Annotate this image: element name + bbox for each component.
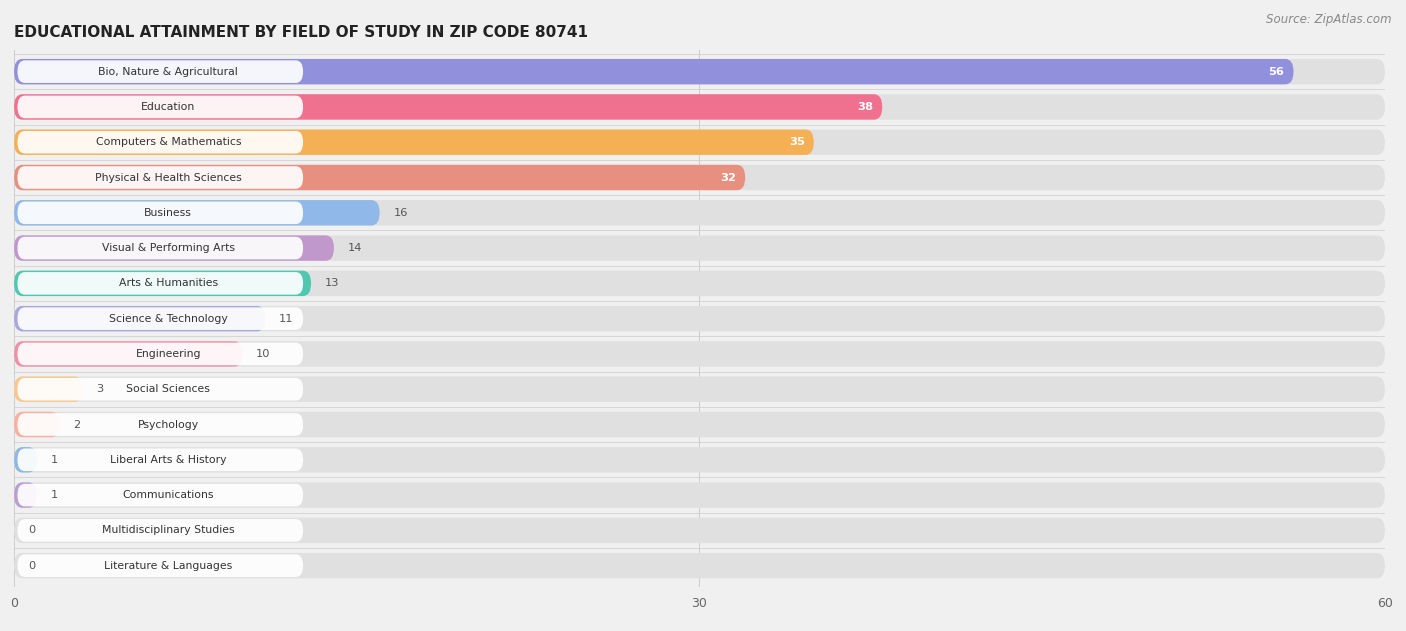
FancyBboxPatch shape — [14, 482, 37, 508]
Text: 11: 11 — [280, 314, 294, 324]
Text: 35: 35 — [789, 137, 804, 147]
Text: 13: 13 — [325, 278, 339, 288]
Text: Source: ZipAtlas.com: Source: ZipAtlas.com — [1267, 13, 1392, 26]
FancyBboxPatch shape — [17, 378, 304, 401]
FancyBboxPatch shape — [17, 484, 304, 506]
Text: Computers & Mathematics: Computers & Mathematics — [96, 137, 240, 147]
FancyBboxPatch shape — [14, 377, 1385, 402]
Text: 2: 2 — [73, 420, 80, 430]
FancyBboxPatch shape — [14, 341, 243, 367]
FancyBboxPatch shape — [14, 412, 60, 437]
Text: 1: 1 — [51, 455, 58, 465]
FancyBboxPatch shape — [17, 131, 304, 153]
FancyBboxPatch shape — [17, 166, 304, 189]
Text: Business: Business — [145, 208, 193, 218]
Text: Education: Education — [141, 102, 195, 112]
Text: 0: 0 — [28, 526, 35, 535]
FancyBboxPatch shape — [14, 306, 266, 331]
FancyBboxPatch shape — [17, 307, 304, 330]
Text: Arts & Humanities: Arts & Humanities — [118, 278, 218, 288]
FancyBboxPatch shape — [14, 59, 1385, 85]
FancyBboxPatch shape — [17, 343, 304, 365]
Text: 32: 32 — [720, 172, 737, 182]
Text: Science & Technology: Science & Technology — [108, 314, 228, 324]
FancyBboxPatch shape — [14, 553, 1385, 579]
Text: 10: 10 — [256, 349, 271, 359]
Text: 1: 1 — [51, 490, 58, 500]
Text: Physical & Health Sciences: Physical & Health Sciences — [96, 172, 242, 182]
FancyBboxPatch shape — [17, 237, 304, 259]
FancyBboxPatch shape — [17, 519, 304, 541]
Text: Engineering: Engineering — [135, 349, 201, 359]
Text: 56: 56 — [1268, 67, 1285, 76]
FancyBboxPatch shape — [17, 555, 304, 577]
FancyBboxPatch shape — [17, 449, 304, 471]
FancyBboxPatch shape — [14, 377, 83, 402]
Text: Social Sciences: Social Sciences — [127, 384, 211, 394]
Text: Literature & Languages: Literature & Languages — [104, 561, 232, 570]
Text: 16: 16 — [394, 208, 408, 218]
FancyBboxPatch shape — [14, 200, 380, 225]
Text: Visual & Performing Arts: Visual & Performing Arts — [101, 243, 235, 253]
Text: 38: 38 — [858, 102, 873, 112]
Text: EDUCATIONAL ATTAINMENT BY FIELD OF STUDY IN ZIP CODE 80741: EDUCATIONAL ATTAINMENT BY FIELD OF STUDY… — [14, 25, 588, 40]
FancyBboxPatch shape — [14, 94, 883, 120]
FancyBboxPatch shape — [14, 306, 1385, 331]
FancyBboxPatch shape — [14, 200, 1385, 225]
Text: Communications: Communications — [122, 490, 214, 500]
FancyBboxPatch shape — [14, 94, 1385, 120]
FancyBboxPatch shape — [17, 272, 304, 295]
FancyBboxPatch shape — [14, 129, 1385, 155]
FancyBboxPatch shape — [14, 235, 335, 261]
FancyBboxPatch shape — [14, 482, 1385, 508]
FancyBboxPatch shape — [14, 412, 1385, 437]
FancyBboxPatch shape — [17, 201, 304, 224]
Text: 14: 14 — [347, 243, 361, 253]
FancyBboxPatch shape — [14, 129, 814, 155]
Text: Liberal Arts & History: Liberal Arts & History — [110, 455, 226, 465]
FancyBboxPatch shape — [14, 517, 1385, 543]
Text: Bio, Nature & Agricultural: Bio, Nature & Agricultural — [98, 67, 238, 76]
Text: Multidisciplinary Studies: Multidisciplinary Studies — [103, 526, 235, 535]
FancyBboxPatch shape — [17, 61, 304, 83]
Text: 3: 3 — [97, 384, 104, 394]
Text: Psychology: Psychology — [138, 420, 198, 430]
FancyBboxPatch shape — [14, 447, 1385, 473]
FancyBboxPatch shape — [14, 271, 1385, 296]
FancyBboxPatch shape — [14, 271, 311, 296]
FancyBboxPatch shape — [14, 165, 1385, 190]
FancyBboxPatch shape — [14, 447, 37, 473]
Text: 0: 0 — [28, 561, 35, 570]
FancyBboxPatch shape — [14, 341, 1385, 367]
FancyBboxPatch shape — [14, 165, 745, 190]
FancyBboxPatch shape — [14, 59, 1294, 85]
FancyBboxPatch shape — [17, 96, 304, 118]
FancyBboxPatch shape — [17, 413, 304, 436]
FancyBboxPatch shape — [14, 235, 1385, 261]
